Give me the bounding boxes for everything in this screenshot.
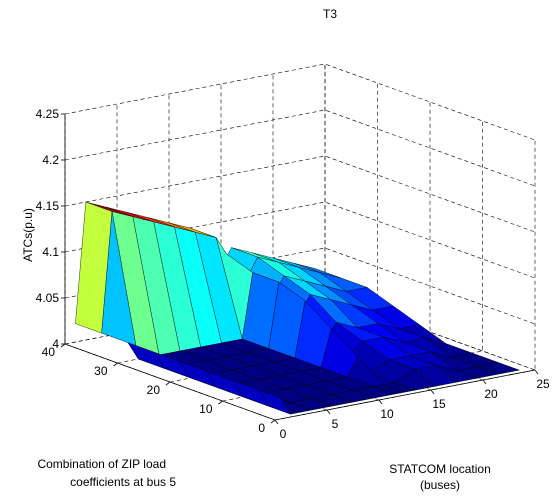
grid-line (64, 247, 536, 325)
z-tick-label: 4.25 (36, 107, 60, 121)
x-tick-label: 15 (432, 397, 446, 411)
grid-line (64, 155, 536, 233)
z-tick-label: 4.2 (42, 153, 59, 167)
surface-patch (258, 389, 292, 415)
z-tick-label: 4 (52, 337, 59, 351)
y-tick (270, 419, 276, 424)
x-tick (534, 369, 539, 375)
x-tick-label: 20 (484, 387, 498, 401)
y-tick (218, 400, 223, 405)
y-tick-label: 0 (258, 421, 265, 435)
y-axis-label: coefficients at bus 5 (70, 475, 176, 489)
grid-line (64, 63, 536, 141)
y-tick (113, 362, 118, 367)
y-tick-label: 40 (42, 345, 56, 359)
y-tick-label: 30 (94, 364, 108, 378)
x-tick-label: 25 (536, 377, 550, 391)
y-tick (165, 381, 171, 386)
x-axis-label: STATCOM location (389, 462, 491, 476)
z-tick-label: 4.15 (36, 199, 60, 213)
y-tick-label: 10 (199, 402, 213, 416)
x-tick (326, 409, 331, 415)
z-tick-label: 4.1 (42, 245, 59, 259)
z-axis-label: ATCs(p.u) (21, 208, 35, 262)
chart-title: T3 (323, 7, 337, 21)
grid-line (64, 109, 536, 187)
y-axis-label: Combination of ZIP load (37, 457, 166, 471)
y-tick (60, 343, 66, 348)
z-tick-label: 4.05 (36, 291, 60, 305)
grid-line (64, 293, 536, 371)
x-tick-label: 0 (280, 427, 287, 441)
x-tick-label: 5 (332, 417, 339, 431)
x-tick (274, 419, 279, 425)
x-tick (430, 389, 435, 395)
grid-line (64, 201, 536, 279)
x-tick (378, 399, 383, 405)
y-tick-label: 20 (147, 383, 161, 397)
x-tick (482, 379, 487, 385)
x-tick-label: 10 (380, 407, 394, 421)
x-axis-label: (buses) (420, 478, 460, 492)
